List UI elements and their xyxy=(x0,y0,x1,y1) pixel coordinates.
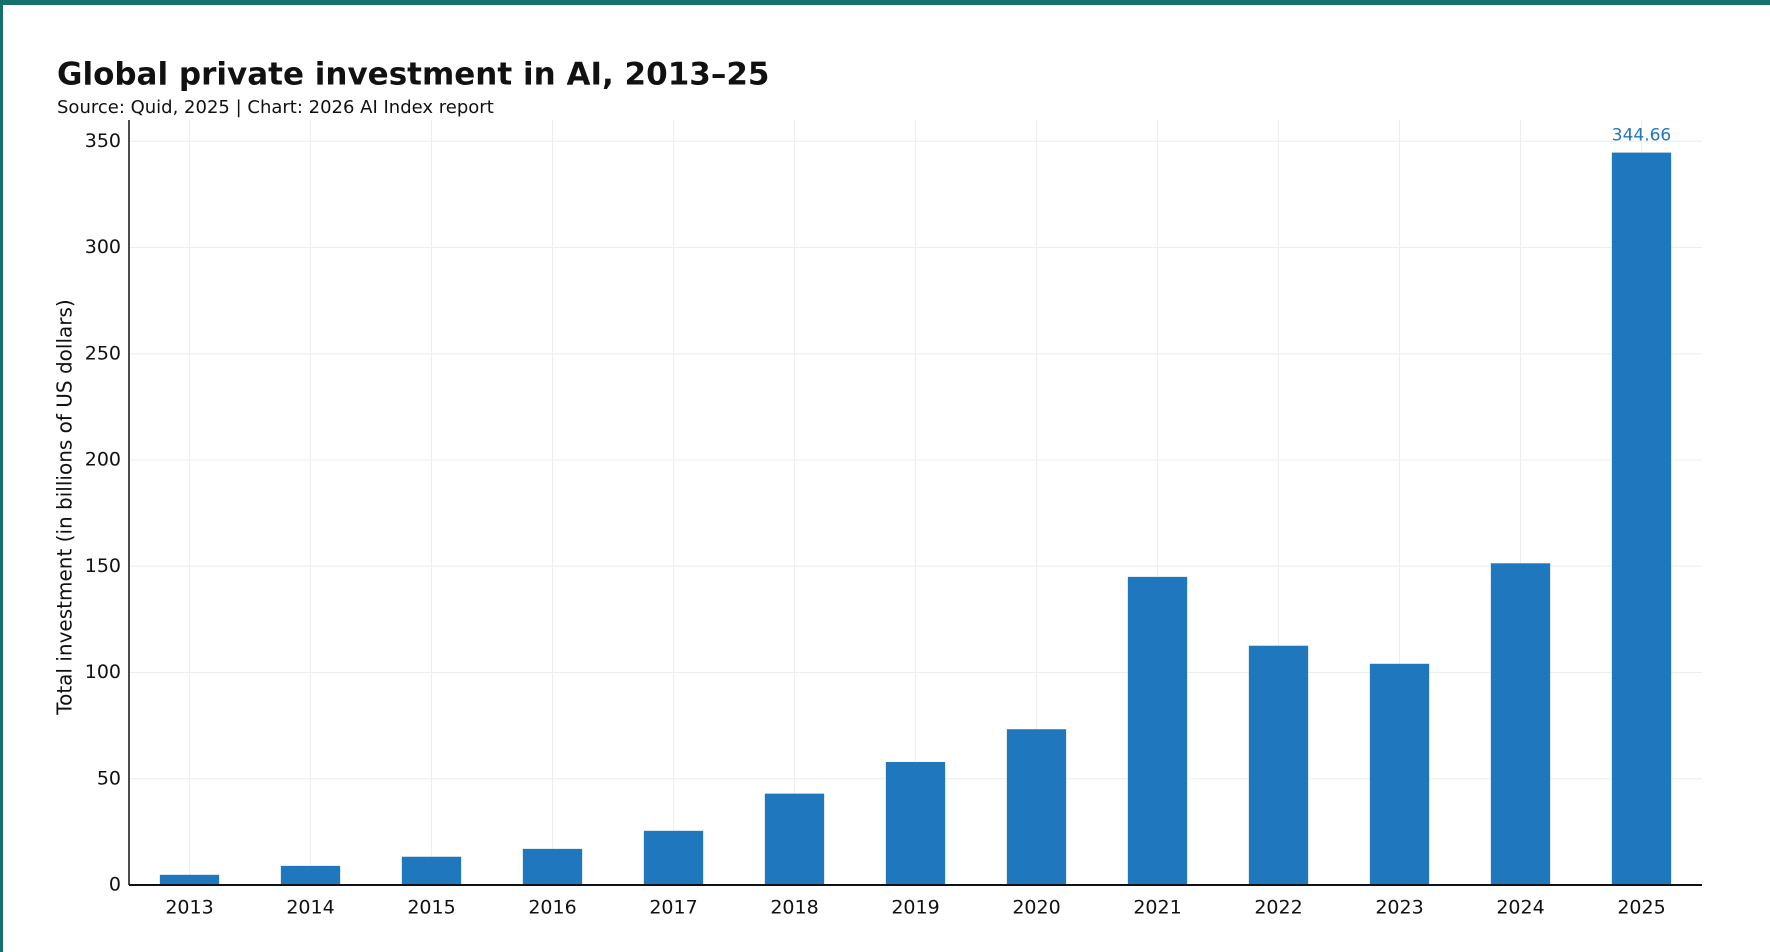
y-axis-label: Total investment (in billions of US doll… xyxy=(53,299,77,715)
y-tick-label: 200 xyxy=(85,449,121,471)
x-tick-label: 2025 xyxy=(1617,897,1665,919)
y-tick-label: 250 xyxy=(85,342,121,364)
x-tick-label: 2017 xyxy=(649,897,697,919)
y-tick-label: 0 xyxy=(109,874,121,896)
x-tick-label: 2019 xyxy=(891,897,939,919)
chart-title: Global private investment in AI, 2013–25 xyxy=(57,57,769,93)
x-tick-label: 2020 xyxy=(1012,897,1060,919)
x-tick-label: 2022 xyxy=(1254,897,1302,919)
bar xyxy=(1611,152,1672,885)
x-tick-label: 2015 xyxy=(407,897,455,919)
chart-subtitle: Source: Quid, 2025 | Chart: 2026 AI Inde… xyxy=(57,97,494,118)
value-label: 344.66 xyxy=(1612,126,1671,146)
y-tick-label: 100 xyxy=(85,661,121,683)
x-tick-label: 2021 xyxy=(1133,897,1181,919)
x-tick-label: 2013 xyxy=(165,897,213,919)
y-tick-label: 50 xyxy=(97,767,121,789)
bar xyxy=(1006,729,1067,885)
y-tick-label: 350 xyxy=(85,130,121,152)
bar xyxy=(522,848,583,885)
bar xyxy=(643,830,704,885)
x-tick-label: 2024 xyxy=(1496,897,1544,919)
x-tick-label: 2014 xyxy=(286,897,334,919)
bar xyxy=(1248,645,1309,885)
bar xyxy=(1127,576,1188,885)
bar xyxy=(401,856,462,885)
y-tick-label: 300 xyxy=(85,236,121,258)
bar xyxy=(159,874,220,885)
y-tick-label: 150 xyxy=(85,555,121,577)
bar xyxy=(885,761,946,885)
bar xyxy=(1490,563,1551,885)
x-tick-label: 2016 xyxy=(528,897,576,919)
x-tick-label: 2018 xyxy=(770,897,818,919)
bar xyxy=(280,865,341,885)
x-tick-label: 2023 xyxy=(1375,897,1423,919)
bar xyxy=(764,793,825,885)
bar xyxy=(1369,663,1430,885)
chart: Global private investment in AI, 2013–25… xyxy=(53,57,1702,919)
